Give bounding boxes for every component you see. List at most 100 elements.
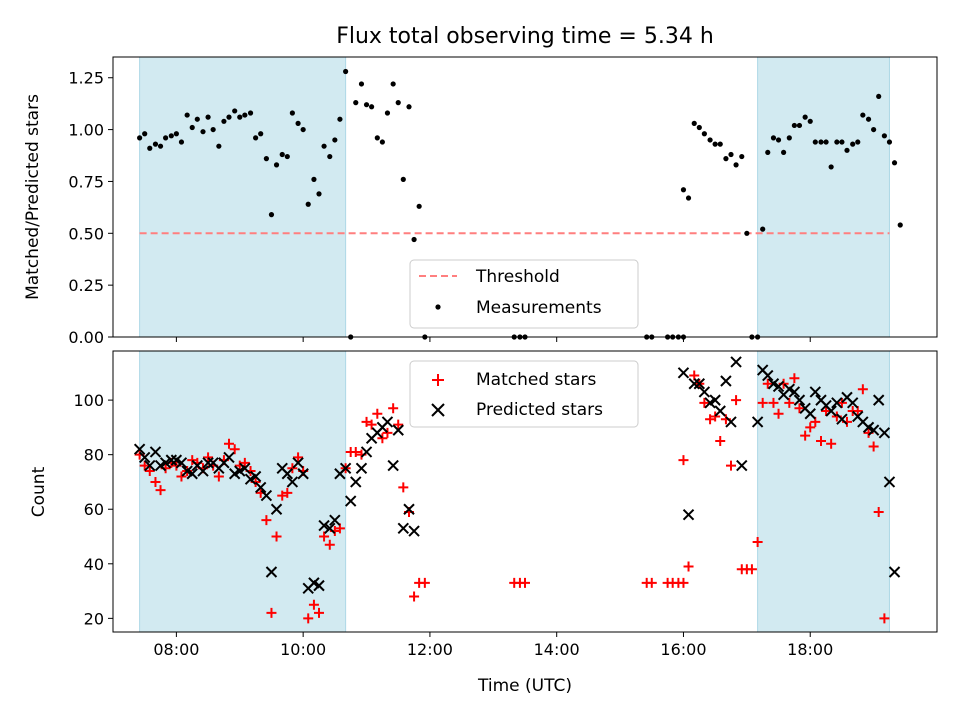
predicted-point [223, 451, 235, 464]
measurement-point [221, 118, 227, 124]
matched-point [800, 430, 811, 441]
matched-point [303, 613, 314, 624]
matched-point [229, 444, 240, 455]
matched-point [382, 427, 393, 438]
measurement-point [142, 131, 148, 137]
matched-point [319, 531, 330, 542]
predicted-point [292, 457, 304, 469]
matched-point [419, 577, 430, 588]
predicted-point [836, 413, 848, 425]
ytick-label: 40 [84, 555, 104, 574]
predicted-point [709, 394, 721, 406]
predicted-point [318, 519, 330, 532]
legend-counts: Matched stars Predicted stars [409, 360, 639, 428]
measurement-point [343, 68, 349, 75]
measurement-point [712, 141, 718, 147]
predicted-point [762, 369, 774, 382]
predicted-point [872, 394, 885, 406]
predicted-point [408, 525, 420, 537]
panel-counts: 20 40 60 80 100 08:00 10:00 12:00 14:00 16:00 18:0… [73, 350, 938, 659]
measurement-point [796, 122, 803, 129]
measurement-point [850, 141, 856, 147]
shaded-interval [139, 56, 347, 338]
measurement-point [760, 226, 766, 232]
measurement-point [147, 145, 153, 151]
measurement-point [765, 149, 771, 156]
predicted-point [138, 451, 151, 464]
predicted-point [831, 397, 843, 409]
measurement-point [268, 212, 275, 218]
measurement-point [353, 100, 359, 106]
matched-point [773, 408, 784, 419]
xlabel-time: Time (UTC) [477, 676, 572, 696]
predicted-point [387, 459, 399, 472]
predicted-point [397, 522, 410, 535]
predicted-point [381, 416, 394, 428]
measurement-point [696, 124, 702, 131]
shaded-interval [757, 56, 890, 338]
measurement-point [311, 176, 317, 182]
matched-point [826, 438, 837, 449]
matched-point [715, 436, 726, 447]
measurement-point [358, 81, 365, 87]
measurement-point [807, 118, 813, 124]
matched-point [277, 490, 288, 501]
measurement-point [327, 153, 333, 160]
measurement-point [701, 131, 707, 137]
measurement-point [152, 141, 159, 147]
measurement-point [844, 147, 850, 153]
predicted-point [809, 386, 822, 398]
measurement-point [395, 100, 401, 106]
predicted-point [682, 508, 695, 521]
measurement-point [791, 122, 797, 129]
ytick-label: 60 [84, 500, 104, 519]
measurement-point [173, 131, 179, 137]
matched-point [710, 411, 721, 422]
measurement-point [157, 143, 164, 149]
matched-point [705, 414, 716, 425]
measurement-point [897, 222, 903, 228]
predicted-point [202, 457, 214, 469]
predicted-point [286, 476, 299, 488]
measurement-point [876, 93, 882, 100]
predicted-point [392, 424, 404, 436]
predicted-point [883, 476, 896, 488]
axes-frame [112, 350, 938, 633]
predicted-point [888, 566, 901, 578]
matched-point [271, 531, 282, 542]
legend-measurements-swatch [435, 304, 441, 310]
matched-point [768, 397, 779, 408]
xtick-label: 16:00 [660, 640, 706, 659]
measurement-point [200, 129, 206, 135]
measurement-point [411, 236, 417, 243]
matched-point [366, 419, 377, 430]
matched-point [836, 397, 847, 408]
legend-measurements-label: Measurements [476, 298, 602, 318]
measurement-point [781, 149, 787, 156]
measurement-point [886, 139, 893, 145]
predicted-point [260, 489, 273, 502]
matched-point [752, 536, 763, 547]
matched-point [223, 438, 234, 449]
ylabel-count: Count [29, 466, 49, 517]
measurement-point [216, 143, 222, 149]
matched-point [794, 403, 805, 414]
matched-point [746, 564, 757, 575]
matched-point [203, 452, 214, 463]
matched-point [350, 446, 361, 457]
matched-point [144, 466, 155, 477]
matched-point [150, 476, 161, 487]
measurement-point [400, 176, 406, 182]
measurement-point [332, 137, 338, 143]
measurement-point [728, 151, 734, 158]
predicted-point [772, 380, 785, 393]
measurement-point [337, 116, 343, 122]
measurement-point [860, 112, 866, 118]
predicted-point [249, 470, 262, 483]
matched-point [293, 452, 304, 463]
xtick-label: 08:00 [153, 640, 199, 659]
measurement-point [184, 112, 190, 118]
matched-point [757, 397, 768, 408]
measurement-point [137, 135, 143, 141]
